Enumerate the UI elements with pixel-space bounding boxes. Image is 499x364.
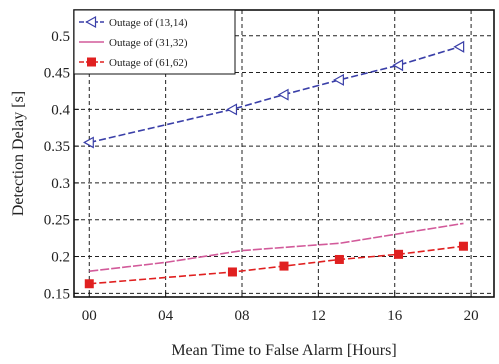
y-tick-label: 0.2 xyxy=(51,250,70,266)
grid-lines xyxy=(74,10,494,297)
series-line xyxy=(89,222,464,272)
tick-labels: 00 04 08 12 16 20 0.15 0.2 0.25 0.3 0.35 0.4 0.45 0.5 xyxy=(44,29,479,324)
x-tick-label: 20 xyxy=(464,308,479,324)
data-point xyxy=(84,279,94,289)
y-axis-label: Detection Delay [s] xyxy=(10,91,27,216)
plot-frame xyxy=(73,9,495,298)
legend-label: Outage of (13,14) xyxy=(109,17,188,29)
data-point xyxy=(334,254,344,264)
data-point xyxy=(227,267,237,277)
y-tick-label: 0.45 xyxy=(44,66,70,82)
y-tick-label: 0.5 xyxy=(51,29,70,45)
legend-marker xyxy=(87,57,96,67)
data-point xyxy=(277,88,289,101)
data-point xyxy=(458,241,468,251)
y-tick-label: 0.15 xyxy=(44,286,70,302)
y-tick-label: 0.35 xyxy=(44,139,70,155)
data-point xyxy=(453,40,465,53)
data-point xyxy=(279,261,289,271)
y-tick-label: 0.3 xyxy=(51,176,70,192)
x-tick-label: 08 xyxy=(235,308,250,324)
x-tick-label: 16 xyxy=(387,308,403,324)
legend-label: Outage of (61,62) xyxy=(109,57,188,69)
data-point xyxy=(394,249,404,259)
legend-label: Outage of (31,32) xyxy=(109,37,188,49)
x-axis-label: Mean Time to False Alarm [Hours] xyxy=(171,342,396,359)
legend: Outage of (13,14) Outage of (31,32) Outage… xyxy=(73,9,236,75)
data-point xyxy=(83,136,94,149)
x-tick-label: 12 xyxy=(311,308,326,324)
legend-marker xyxy=(85,15,97,29)
data-point xyxy=(333,73,344,86)
series-line xyxy=(89,245,464,285)
data-point xyxy=(226,103,238,116)
series-line xyxy=(89,46,460,144)
series-layer xyxy=(83,40,468,289)
x-tick-label: 04 xyxy=(158,308,174,324)
y-tick-label: 0.4 xyxy=(51,102,70,118)
x-tick-label: 00 xyxy=(82,308,97,324)
y-tick-label: 0.25 xyxy=(44,213,70,229)
data-point xyxy=(392,59,404,72)
